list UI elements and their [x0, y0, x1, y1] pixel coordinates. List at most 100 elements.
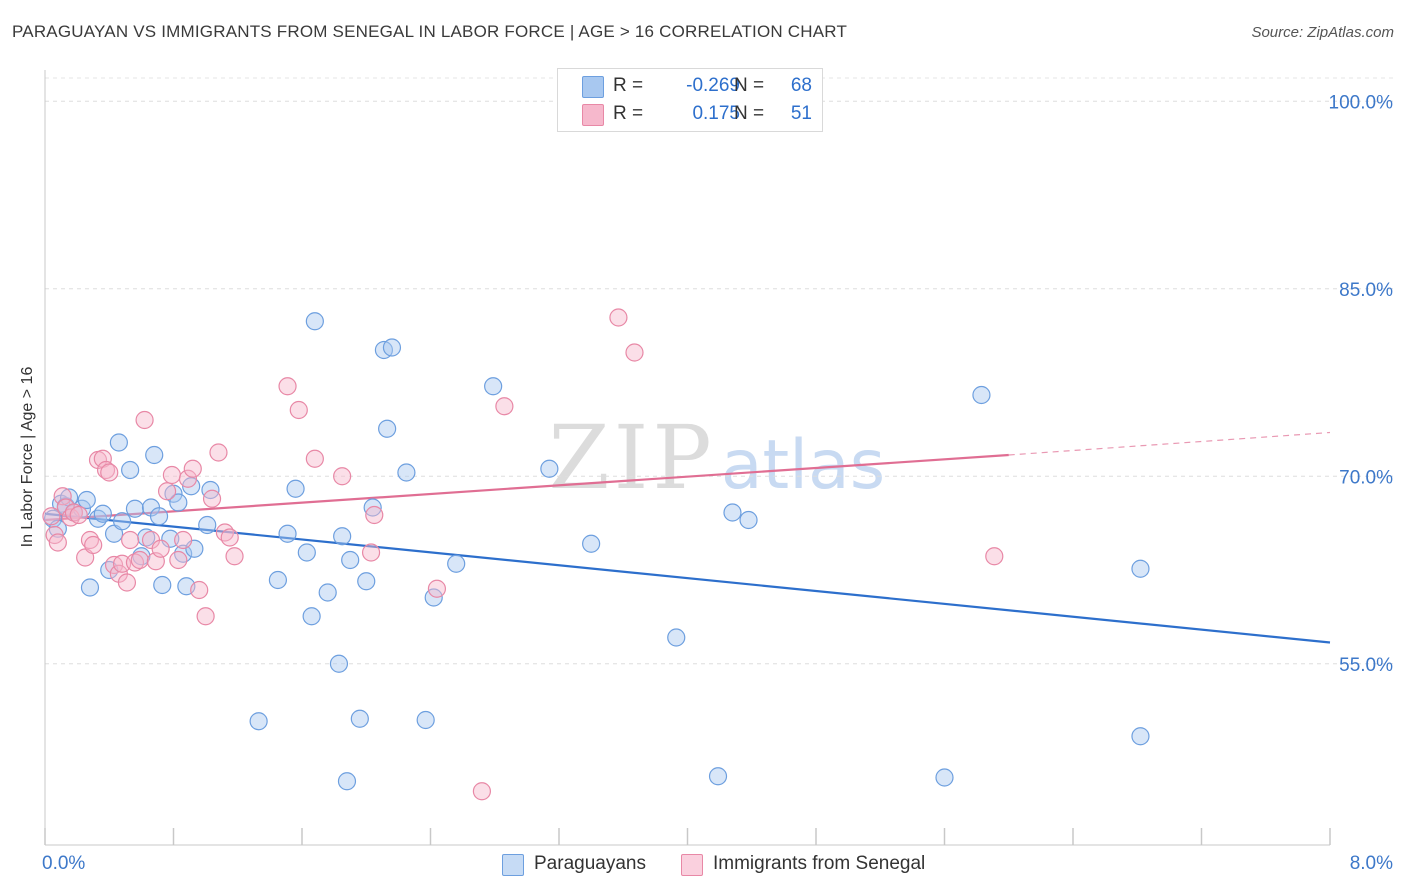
gridlines: [45, 77, 1393, 665]
n-label: N =: [734, 75, 765, 96]
point-senegal: [117, 573, 137, 592]
point-paraguayans: [350, 709, 369, 728]
point-senegal: [190, 580, 209, 600]
point-senegal: [472, 782, 491, 801]
point-senegal: [80, 530, 100, 550]
point-paraguayans: [174, 544, 193, 563]
point-paraguayans: [305, 312, 324, 331]
point-paraguayans: [145, 445, 164, 465]
point-paraguayans: [153, 575, 172, 595]
r-label: R =: [613, 103, 644, 124]
point-senegal: [42, 507, 61, 526]
point-paraguayans: [708, 767, 728, 786]
point-paraguayans: [318, 583, 337, 602]
r-value: -0.269: [686, 75, 740, 96]
point-paraguayans: [198, 515, 217, 535]
point-paraguayans: [121, 460, 140, 480]
point-paraguayans: [125, 499, 145, 518]
point-senegal: [289, 400, 308, 420]
point-senegal: [427, 579, 447, 598]
point-paraguayans: [667, 628, 686, 647]
point-senegal: [209, 443, 228, 462]
point-senegal: [169, 550, 188, 570]
point-paraguayans: [540, 459, 559, 478]
point-senegal: [69, 505, 88, 525]
point-paraguayans: [935, 768, 954, 787]
trend-line-paraguayans: [44, 512, 1331, 644]
point-paraguayans: [109, 433, 128, 452]
point-senegal: [112, 554, 132, 573]
y-tick-label: 100.0%: [1329, 92, 1394, 113]
point-paraguayans: [739, 510, 758, 530]
chart-title: PARAGUAYAN VS IMMIGRANTS FROM SENEGAL IN…: [12, 22, 848, 41]
point-senegal: [365, 505, 384, 525]
legend-label: Immigrants from Senegal: [713, 853, 926, 874]
point-senegal: [333, 467, 352, 486]
trend-lines: [44, 431, 1331, 644]
point-senegal: [495, 397, 514, 416]
point-senegal: [278, 377, 297, 396]
y-tick-label: 70.0%: [1339, 467, 1393, 488]
legend-swatch-paraguayans: [502, 854, 524, 876]
point-senegal: [100, 463, 119, 482]
point-senegal: [151, 539, 170, 558]
y-tick-label: 55.0%: [1339, 655, 1393, 676]
point-paraguayans: [302, 607, 321, 626]
point-paraguayans: [1131, 559, 1150, 578]
x-tick-label: 0.0%: [42, 853, 85, 874]
n-value: 51: [790, 103, 812, 124]
tick-labels: 55.0% 70.0% 85.0% 100.0% 0.0% 8.0%: [42, 92, 1393, 874]
x-tick-label: 8.0%: [1350, 853, 1393, 874]
correlation-legend: R = -0.269 N = 68 R = 0.175 N = 51: [557, 68, 823, 132]
r-label: R =: [613, 75, 644, 96]
point-senegal: [130, 550, 149, 570]
point-paraguayans: [416, 710, 435, 730]
point-paraguayans: [333, 527, 352, 546]
data-points: [42, 308, 1150, 801]
trend-line-senegal: [44, 453, 1009, 522]
point-paraguayans: [447, 554, 466, 573]
n-label: N =: [734, 103, 765, 124]
point-paraguayans: [249, 712, 268, 731]
point-senegal: [225, 547, 244, 566]
point-paraguayans: [77, 490, 96, 510]
point-paraguayans: [397, 463, 416, 482]
r-value: 0.175: [692, 103, 740, 124]
point-paraguayans: [297, 543, 316, 562]
trend-extension-senegal: [1008, 431, 1331, 456]
legend-swatch-paraguayans: [582, 76, 604, 98]
point-senegal: [609, 308, 628, 327]
point-senegal: [202, 489, 222, 508]
point-paraguayans: [382, 338, 402, 357]
point-paraguayans: [484, 377, 503, 396]
point-senegal: [178, 469, 198, 488]
point-senegal: [48, 533, 67, 552]
legend-label: Paraguayans: [534, 853, 646, 874]
point-senegal: [183, 459, 202, 478]
point-paraguayans: [1131, 727, 1150, 746]
point-senegal: [625, 343, 644, 362]
axes: [44, 70, 1331, 846]
point-paraguayans: [972, 385, 991, 405]
point-paraguayans: [278, 524, 297, 543]
point-paraguayans: [112, 512, 132, 531]
y-tick-label: 85.0%: [1339, 280, 1393, 301]
legend-swatch-senegal: [681, 854, 703, 876]
point-paraguayans: [169, 493, 188, 512]
point-paraguayans: [363, 498, 382, 517]
point-senegal: [174, 530, 193, 550]
legend-swatch-senegal: [582, 104, 604, 126]
point-paraguayans: [80, 578, 100, 597]
point-senegal: [220, 528, 239, 547]
point-senegal: [305, 449, 324, 468]
point-senegal: [84, 535, 103, 555]
point-senegal: [121, 530, 140, 550]
point-senegal: [361, 543, 381, 562]
point-paraguayans: [337, 772, 357, 791]
point-senegal: [96, 460, 116, 480]
point-paraguayans: [341, 550, 360, 570]
point-senegal: [196, 607, 215, 626]
point-paraguayans: [161, 529, 180, 548]
point-paraguayans: [286, 479, 305, 498]
point-paraguayans: [93, 504, 112, 523]
